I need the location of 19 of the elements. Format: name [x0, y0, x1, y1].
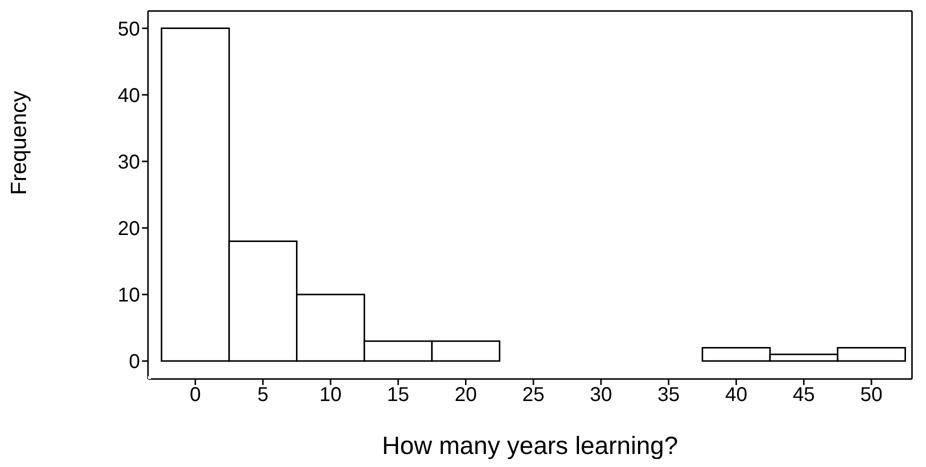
y-tick-label: 50	[118, 18, 140, 40]
y-tick-label: 40	[118, 84, 140, 107]
y-tick-label: 30	[118, 151, 140, 174]
x-tick-label: 0	[190, 384, 201, 406]
x-tick-label: 35	[657, 384, 680, 406]
x-tick-label: 25	[522, 384, 545, 406]
x-tick-label: 50	[860, 384, 883, 406]
y-tick-label: 20	[118, 218, 140, 240]
x-tick-label: 30	[590, 384, 612, 406]
x-tick-label: 5	[257, 384, 268, 406]
x-tick-label: 15	[387, 384, 410, 406]
x-axis-title: How many years learning?	[382, 432, 678, 460]
y-tick-label: 0	[128, 351, 140, 374]
x-tick-label: 10	[319, 384, 342, 406]
x-tick-label: 40	[725, 384, 748, 406]
y-axis-title: Frequency	[6, 91, 31, 195]
x-tick-label: 20	[454, 384, 477, 406]
x-tick-label: 45	[792, 384, 815, 406]
y-tick-label: 10	[118, 284, 140, 307]
